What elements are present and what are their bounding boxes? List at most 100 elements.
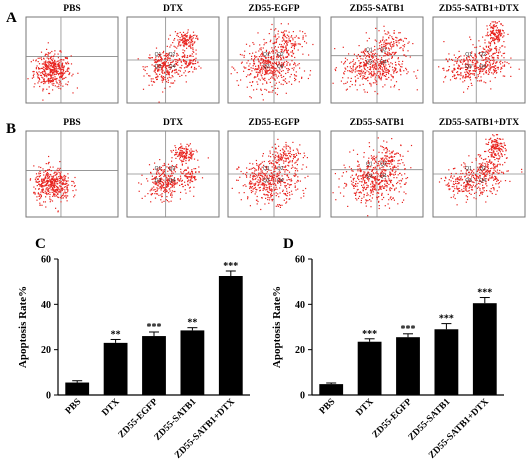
- flow-scatter-plot: Q1 Q2 Q3 Q4: [126, 16, 220, 104]
- quadrant-label: Q1: [465, 166, 472, 172]
- flow-plot-title: ZD55-SATB1+DTX: [438, 118, 520, 128]
- scatter-dots: [332, 25, 419, 95]
- x-tick-label: PBS: [64, 397, 83, 416]
- scatter-dots: [138, 143, 209, 203]
- flow-plot-title: PBS: [63, 4, 81, 14]
- quadrant-label: Q4: [277, 64, 284, 70]
- significance-label: ***: [401, 324, 416, 335]
- flow-plot-title: ZD55-SATB1: [349, 118, 405, 128]
- quadrant-label: Q4: [380, 174, 387, 180]
- quadrant-label: Q2: [479, 52, 486, 58]
- bar: [472, 303, 497, 395]
- bar: [180, 330, 205, 395]
- bar: [434, 329, 459, 395]
- quadrant-label: Q4: [380, 60, 387, 66]
- panel-letter-a: A: [6, 10, 17, 26]
- y-tick-label: 0: [300, 391, 305, 402]
- scatter-dots: [438, 134, 523, 206]
- quadrant-label: Q4: [169, 178, 176, 184]
- significance-label: ***: [147, 322, 162, 333]
- quadrant-label: Q3: [263, 178, 270, 184]
- x-tick-label: DTX: [354, 397, 375, 418]
- y-axis-label: Apoptosis Rate%: [17, 286, 29, 368]
- plot-frame: [25, 16, 119, 104]
- quadrant-label: Q3: [366, 60, 373, 66]
- flow-scatter-plot: Q1 Q2 Q3 Q4: [330, 130, 424, 218]
- bar: [218, 276, 243, 395]
- y-tick-label: 20: [295, 345, 305, 356]
- quadrant-label: Q2: [169, 52, 176, 58]
- flow-scatter-plot: [25, 16, 119, 104]
- panel-letter-d: D: [283, 236, 294, 252]
- flow-plot-title: ZD55-SATB1: [349, 4, 405, 14]
- flow-scatter-plot: [25, 130, 119, 218]
- plot-frame: [25, 130, 119, 218]
- quadrant-label: Q1: [263, 166, 270, 172]
- quadrant-label: Q3: [155, 178, 162, 184]
- panel-letter-b: B: [6, 121, 17, 137]
- significance-label: ***: [439, 314, 454, 325]
- x-tick-label: DTX: [100, 397, 121, 418]
- y-axis-label: Apoptosis Rate%: [271, 286, 283, 368]
- quadrant-label: Q3: [263, 64, 270, 70]
- quadrant-label: Q1: [465, 52, 472, 58]
- quadrant-label: Q1: [263, 52, 270, 58]
- quadrant-label: Q2: [380, 162, 387, 168]
- significance-label: ***: [477, 288, 492, 299]
- flow-scatter-plot: Q1 Q2 Q3 Q4: [432, 16, 526, 104]
- flow-scatter-plot: Q1 Q2 Q3 Q4: [227, 130, 321, 218]
- scatter-dots: [137, 29, 202, 103]
- y-tick-label: 0: [46, 391, 51, 402]
- quadrant-label: Q3: [465, 64, 472, 70]
- flow-plot-title: PBS: [63, 118, 81, 128]
- scatter-dots: [332, 137, 413, 217]
- quadrant-label: Q2: [169, 166, 176, 172]
- y-tick-label: 40: [41, 300, 51, 311]
- bar: [319, 384, 344, 395]
- y-tick-label: 40: [295, 300, 305, 311]
- panel-letter-c: C: [35, 236, 46, 252]
- bar: [142, 336, 166, 395]
- quadrant-label: Q1: [366, 162, 373, 168]
- y-tick-label: 60: [295, 255, 305, 266]
- flow-plot-title: ZD55-EGFP: [248, 118, 300, 128]
- quadrant-label: Q2: [277, 166, 284, 172]
- x-tick-label: PBS: [318, 397, 337, 416]
- quadrant-label: Q1: [366, 48, 373, 54]
- flow-plot-title: DTX: [162, 4, 184, 14]
- flow-scatter-plot: Q1 Q2 Q3 Q4: [126, 130, 220, 218]
- quadrant-label: Q2: [479, 166, 486, 172]
- bar: [65, 382, 90, 395]
- scatter-dots: [230, 23, 314, 101]
- flow-plot-title: ZD55-EGFP: [248, 4, 300, 14]
- bar: [357, 341, 382, 395]
- y-tick-label: 20: [41, 345, 51, 356]
- flow-plot-title: DTX: [162, 118, 184, 128]
- quadrant-label: Q1: [155, 166, 162, 172]
- quadrant-label: Q4: [277, 178, 284, 184]
- bar: [396, 337, 420, 395]
- quadrant-label: Q3: [155, 64, 162, 70]
- quadrant-label: Q3: [366, 174, 373, 180]
- flow-scatter-plot: Q1 Q2 Q3 Q4: [330, 16, 424, 104]
- quadrant-label: Q3: [465, 178, 472, 184]
- flow-cytometry-row-b: PBS DTX Q1 Q2 Q3 Q4 ZD55-EGFP Q1 Q2 Q3 Q4 ZD55-SATB…: [0, 118, 529, 218]
- bar: [103, 342, 128, 395]
- quadrant-label: Q4: [169, 64, 176, 70]
- flow-plot-title: ZD55-SATB1+DTX: [438, 4, 520, 14]
- significance-label: ***: [362, 329, 377, 340]
- quadrant-label: Q2: [277, 52, 284, 58]
- flow-scatter-plot: Q1 Q2 Q3 Q4: [227, 16, 321, 104]
- quadrant-label: Q2: [380, 48, 387, 54]
- quadrant-label: Q4: [479, 64, 486, 70]
- scatter-dots: [27, 42, 79, 101]
- quadrant-label: Q1: [155, 52, 162, 58]
- scatter-dots: [231, 138, 309, 211]
- significance-label: **: [187, 318, 197, 329]
- significance-label: **: [111, 329, 121, 340]
- significance-label: ***: [223, 261, 238, 272]
- flow-scatter-plot: Q1 Q2 Q3 Q4: [432, 130, 526, 218]
- flow-cytometry-row-a: PBS DTX Q1 Q2 Q3 Q4 ZD55-EGFP Q1 Q2 Q3 Q4 ZD55-SATB…: [0, 4, 529, 104]
